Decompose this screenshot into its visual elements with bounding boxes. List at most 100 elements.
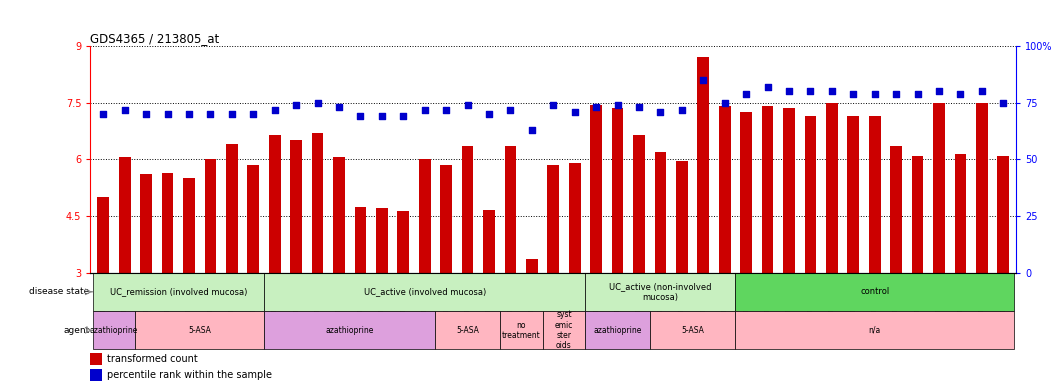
- Bar: [650, 311, 735, 349]
- Point: [759, 84, 776, 90]
- Bar: [98, 197, 110, 273]
- Bar: [500, 311, 543, 349]
- Text: azathioprine: azathioprine: [89, 326, 138, 335]
- Bar: [140, 174, 152, 273]
- Point: [523, 127, 541, 133]
- Point: [930, 88, 947, 94]
- Bar: [226, 144, 237, 273]
- Text: agent: agent: [63, 326, 89, 335]
- Bar: [269, 135, 281, 273]
- Point: [481, 111, 498, 117]
- Text: GDS4365 / 213805_at: GDS4365 / 213805_at: [90, 32, 219, 45]
- Point: [95, 111, 112, 117]
- Bar: [735, 311, 1014, 349]
- Point: [181, 111, 198, 117]
- Bar: [135, 311, 264, 349]
- Bar: [869, 116, 881, 273]
- Bar: [612, 108, 624, 273]
- Bar: [264, 311, 435, 349]
- Text: disease state: disease state: [29, 287, 89, 296]
- Point: [587, 104, 604, 110]
- Bar: [585, 311, 650, 349]
- Point: [309, 99, 326, 106]
- Text: no
treatment: no treatment: [502, 321, 541, 340]
- Bar: [204, 159, 216, 273]
- Bar: [954, 154, 966, 273]
- Bar: [504, 146, 516, 273]
- Bar: [547, 165, 560, 273]
- Point: [545, 102, 562, 108]
- Bar: [526, 260, 537, 273]
- Bar: [569, 163, 581, 273]
- Point: [866, 91, 883, 97]
- Point: [995, 99, 1012, 106]
- Point: [824, 88, 841, 94]
- Bar: [933, 103, 945, 273]
- Point: [395, 113, 412, 119]
- Bar: [462, 146, 473, 273]
- Point: [887, 91, 904, 97]
- Bar: [264, 273, 585, 311]
- Bar: [997, 156, 1009, 273]
- Text: control: control: [860, 287, 890, 296]
- Text: n/a: n/a: [868, 326, 881, 335]
- Point: [287, 102, 304, 108]
- Point: [437, 106, 454, 113]
- Bar: [735, 273, 1014, 311]
- Bar: [591, 104, 602, 273]
- Point: [137, 111, 154, 117]
- Bar: [762, 106, 774, 273]
- Bar: [435, 311, 500, 349]
- Point: [502, 106, 519, 113]
- Bar: [93, 273, 264, 311]
- Bar: [333, 157, 345, 273]
- Point: [373, 113, 390, 119]
- Text: 5-ASA: 5-ASA: [188, 326, 211, 335]
- Point: [845, 91, 862, 97]
- Bar: [847, 116, 859, 273]
- Bar: [654, 152, 666, 273]
- Text: UC_remission (involved mucosa): UC_remission (involved mucosa): [110, 287, 247, 296]
- Text: transformed count: transformed count: [107, 354, 198, 364]
- Bar: [676, 161, 687, 273]
- Point: [974, 88, 991, 94]
- Point: [202, 111, 219, 117]
- Bar: [290, 141, 302, 273]
- Point: [159, 111, 176, 117]
- Text: UC_active (involved mucosa): UC_active (involved mucosa): [364, 287, 486, 296]
- Text: syst
emic
ster
oids: syst emic ster oids: [554, 310, 573, 350]
- Point: [416, 106, 433, 113]
- Bar: [697, 58, 710, 273]
- Bar: [783, 108, 795, 273]
- Bar: [483, 210, 495, 273]
- Point: [737, 91, 754, 97]
- Point: [631, 104, 648, 110]
- Point: [909, 91, 926, 97]
- Text: 5-ASA: 5-ASA: [681, 326, 704, 335]
- Point: [352, 113, 369, 119]
- Point: [952, 91, 969, 97]
- Bar: [633, 135, 645, 273]
- Bar: [440, 165, 452, 273]
- Text: UC_active (non-involved
mucosa): UC_active (non-involved mucosa): [610, 282, 712, 301]
- Bar: [891, 146, 902, 273]
- Bar: [419, 159, 431, 273]
- Bar: [312, 133, 323, 273]
- Point: [716, 99, 733, 106]
- Bar: [354, 207, 366, 273]
- Point: [802, 88, 819, 94]
- Bar: [248, 165, 260, 273]
- Text: azathioprine: azathioprine: [326, 326, 373, 335]
- Bar: [719, 106, 731, 273]
- Point: [223, 111, 240, 117]
- Text: azathioprine: azathioprine: [594, 326, 642, 335]
- Bar: [183, 178, 195, 273]
- Bar: [119, 157, 131, 273]
- Bar: [90, 369, 101, 381]
- Point: [331, 104, 348, 110]
- Point: [116, 106, 133, 113]
- Bar: [804, 116, 816, 273]
- Point: [245, 111, 262, 117]
- Point: [781, 88, 798, 94]
- Point: [695, 77, 712, 83]
